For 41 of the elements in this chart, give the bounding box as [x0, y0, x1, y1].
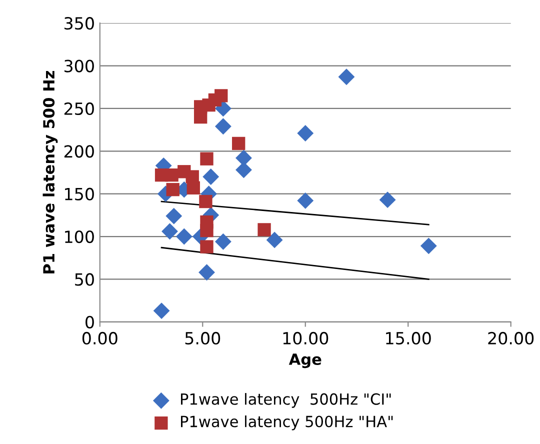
- x-tick-label: 10.00: [283, 332, 328, 345]
- point: [379, 192, 396, 208]
- point: [166, 208, 182, 224]
- point: [338, 68, 355, 86]
- point: [232, 136, 246, 150]
- point: [200, 240, 214, 254]
- point: [202, 168, 220, 185]
- legend-label: P1wave latency 500Hz "CI": [181, 393, 391, 408]
- point: [214, 118, 232, 135]
- point: [258, 223, 271, 236]
- y-tick-label: 350: [64, 17, 94, 30]
- y-tick-label: 150: [65, 188, 94, 200]
- point: [166, 182, 180, 196]
- point: [165, 168, 178, 182]
- point: [162, 223, 178, 240]
- x-tick-label: 5.00: [185, 332, 220, 345]
- y-tick-label: 300: [64, 60, 94, 72]
- point: [420, 238, 437, 254]
- x-tick-label: 0.00: [82, 332, 118, 345]
- y-tick-label: 100: [65, 230, 94, 244]
- point: [297, 125, 314, 142]
- point: [266, 232, 283, 248]
- point: [198, 264, 215, 281]
- point: [200, 224, 214, 238]
- point: [297, 192, 314, 209]
- point: [200, 152, 214, 166]
- y-tick-label: 0: [86, 316, 94, 328]
- y-tick-label: 200: [64, 145, 94, 158]
- point: [214, 233, 232, 250]
- y-axis-title: P1 wave latency 500 Hz: [42, 70, 58, 274]
- y-tick-label: 50: [75, 273, 94, 286]
- point: [208, 93, 222, 107]
- x-tick-label: 15.00: [386, 332, 431, 345]
- point: [176, 228, 192, 245]
- point: [199, 194, 212, 208]
- point: [153, 302, 170, 320]
- x-tick-label: 20.00: [488, 332, 534, 345]
- point: [186, 170, 199, 184]
- y-tick-label: 250: [64, 102, 94, 116]
- x-axis-title: Age: [288, 354, 322, 368]
- legend-label: P1wave latency 500Hz "HA": [181, 415, 393, 430]
